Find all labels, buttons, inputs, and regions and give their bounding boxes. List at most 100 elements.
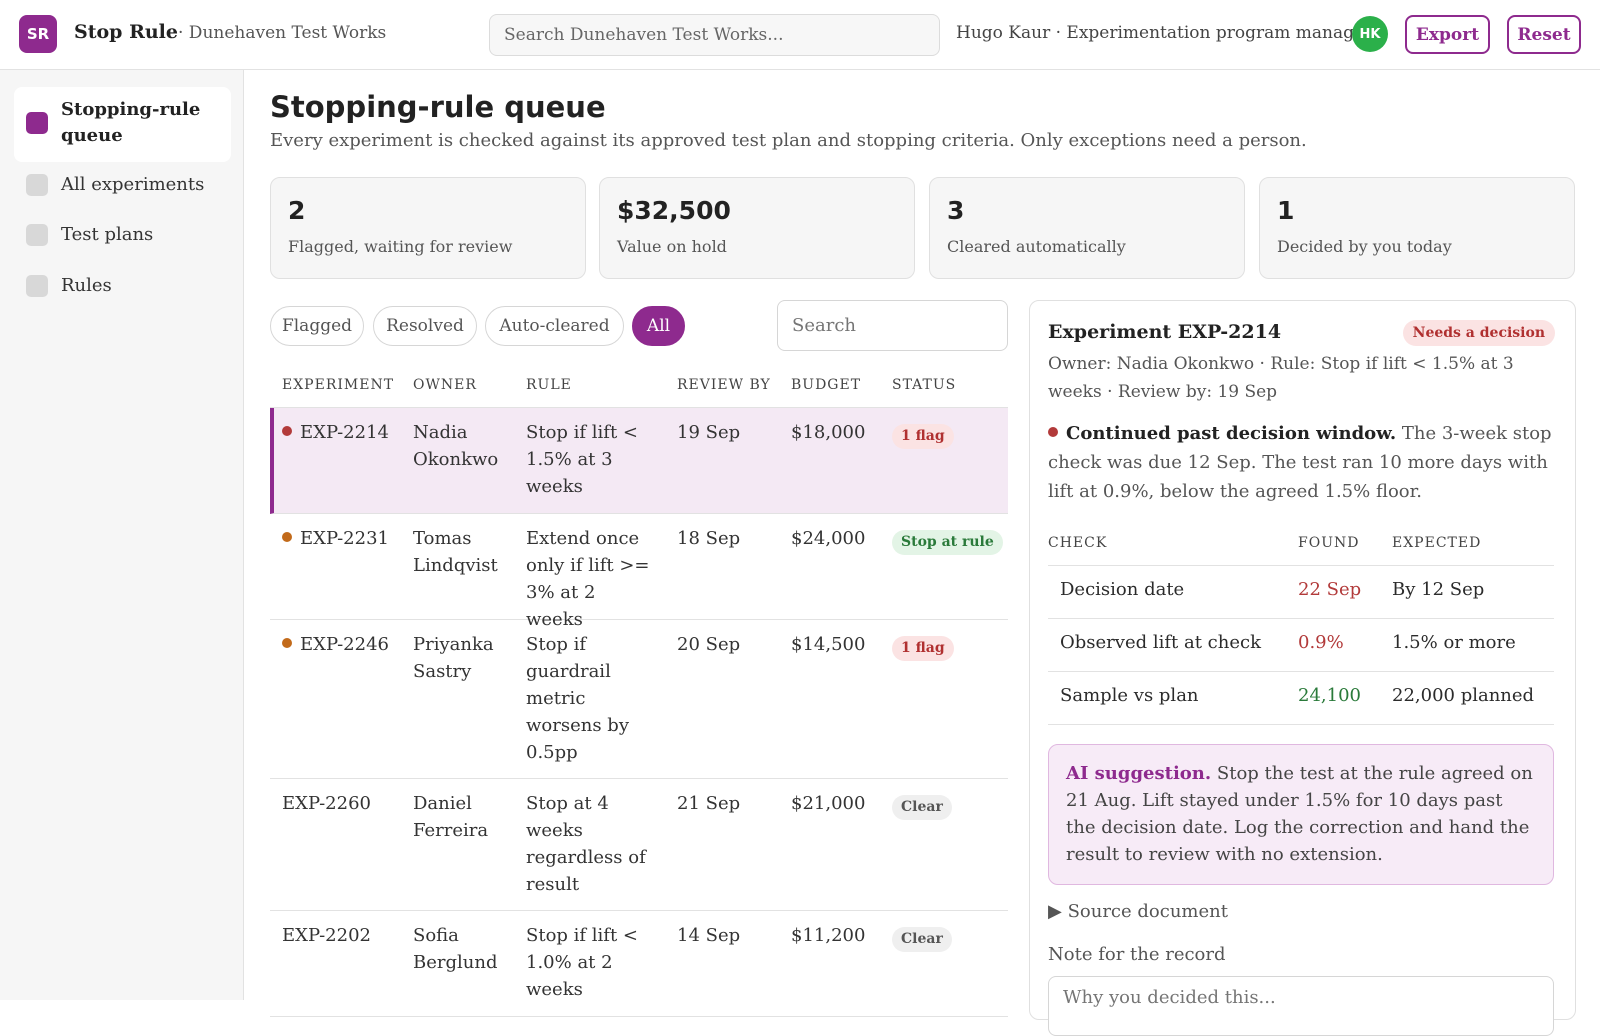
filter-chip-resolved[interactable]: Resolved (373, 306, 477, 346)
check-row: Observed lift at check 0.9% 1.5% or more (1048, 619, 1554, 672)
column-header: BUDGET (791, 377, 862, 393)
list-search-input[interactable] (777, 300, 1008, 351)
status-cell: Stop at rule (892, 527, 1003, 555)
status-badge: 1 flag (892, 424, 954, 449)
review-by: 19 Sep (677, 422, 741, 443)
finding-summary: Continued past decision window. The 3-we… (1048, 419, 1553, 506)
source-document-toggle[interactable]: ▶ Source document (1048, 901, 1228, 922)
stat-label: Flagged, waiting for review (288, 237, 513, 256)
page-subtitle: Every experiment is checked against its … (270, 130, 1307, 151)
column-header: OWNER (413, 377, 477, 393)
experiment-cell: EXP-2260 (282, 790, 407, 817)
ai-suggestion: AI suggestion. Stop the test at the rule… (1048, 744, 1554, 885)
filter-chip-auto-cleared[interactable]: Auto-cleared (485, 306, 624, 346)
rule-text: Stop if lift < 1.5% at 3 weeks (526, 422, 638, 497)
status-cell: Clear (892, 924, 952, 952)
owner-name: Priyanka Sastry (413, 634, 494, 682)
stat-card-flagged: 2 Flagged, waiting for review (270, 177, 586, 279)
review-by: 18 Sep (677, 528, 741, 549)
app-name: Stop Rule (74, 21, 178, 43)
note-field[interactable] (1048, 976, 1554, 1036)
table-row[interactable]: EXP-2231 Tomas Lindqvist Extend once only … (270, 514, 1008, 630)
column-header: FOUND (1298, 535, 1360, 551)
sidebar-item-stopping-rule-queue[interactable]: Stopping-rule queue (14, 87, 231, 162)
sidebar-item-rules[interactable]: Rules (14, 275, 231, 297)
experiment-id: EXP-2214 (300, 422, 389, 443)
detail-title: Experiment EXP-2214 (1048, 321, 1282, 343)
rule-text: Stop if guardrail metric worsens by 0.5p… (526, 634, 629, 763)
column-header: RULE (526, 377, 572, 393)
review-by: 20 Sep (677, 634, 741, 655)
budget-value: $18,000 (791, 422, 866, 443)
detail-meta: Owner: Nadia Okonkwo · Rule: Stop if lif… (1048, 354, 1514, 402)
review-by: 14 Sep (677, 925, 741, 946)
stat-value: 3 (947, 196, 965, 225)
column-header: CHECK (1048, 535, 1108, 551)
table-row[interactable]: EXP-2260 Daniel Ferreira Stop at 4 weeks r… (270, 779, 1008, 911)
status-cell: Clear (892, 792, 952, 820)
finding-title: Continued past decision window. (1066, 423, 1397, 444)
stat-card-value-on-hold: $32,500 Value on hold (599, 177, 915, 279)
stat-card-cleared: 3 Cleared automatically (929, 177, 1245, 279)
filter-chip-flagged[interactable]: Flagged (270, 306, 364, 346)
ai-suggestion-title: AI suggestion. (1066, 763, 1212, 784)
column-header: EXPECTED (1392, 535, 1482, 551)
flag-dot-icon (1048, 427, 1058, 437)
export-button[interactable]: Export (1405, 15, 1490, 54)
column-header: STATUS (892, 377, 957, 393)
check-name: Sample vs plan (1060, 685, 1199, 706)
column-header: REVIEW BY (677, 377, 771, 393)
status-badge: Clear (892, 795, 952, 820)
owner-name: Daniel Ferreira (413, 793, 489, 841)
budget-value: $14,500 (791, 634, 866, 655)
checks-header: CHECK FOUND EXPECTED (1048, 526, 1554, 566)
table-row[interactable]: EXP-2214 Nadia Okonkwo Stop if lift < 1.5%… (270, 408, 1008, 514)
check-name: Observed lift at check (1060, 632, 1261, 653)
experiments-icon (26, 174, 48, 196)
stat-card-decided: 1 Decided by you today (1259, 177, 1575, 279)
status-badge: 1 flag (892, 636, 954, 661)
check-expected: 1.5% or more (1392, 632, 1516, 653)
rule-text: Stop at 4 weeks regardless of result (526, 793, 646, 895)
stat-label: Value on hold (617, 237, 727, 256)
priority-dot-icon (282, 426, 292, 436)
stat-label: Cleared automatically (947, 237, 1126, 256)
rule-text: Extend once only if lift >= 3% at 2 week… (526, 528, 650, 630)
status-cell: 1 flag (892, 421, 954, 449)
sidebar-item-label: All experiments (61, 174, 205, 195)
status-badge: Clear (892, 927, 952, 952)
page-title: Stopping-rule queue (270, 90, 606, 124)
detail-panel: Experiment EXP-2214 Needs a decision Own… (1029, 300, 1576, 1036)
user-info: Hugo Kaur · Experimentation program mana… (956, 23, 1373, 43)
review-by: 21 Sep (677, 793, 741, 814)
check-row: Decision date 22 Sep By 12 Sep (1048, 566, 1554, 619)
table-row[interactable]: EXP-2202 Sofia Berglund Stop if lift < 1.0… (270, 911, 1008, 1017)
filter-chip-all[interactable]: All (632, 306, 685, 346)
sidebar-item-all-experiments[interactable]: All experiments (14, 174, 231, 196)
checks-table: CHECK FOUND EXPECTED Decision date 22 Sep… (1048, 526, 1554, 725)
check-row: Sample vs plan 24,100 22,000 planned (1048, 672, 1554, 725)
column-header: EXPERIMENT (282, 377, 395, 393)
sidebar: Stopping-rule queue All experiments Test… (0, 70, 244, 1000)
check-name: Decision date (1060, 579, 1185, 600)
avatar[interactable]: HK (1352, 16, 1388, 52)
status-badge: Stop at rule (892, 530, 1003, 555)
sidebar-item-test-plans[interactable]: Test plans (14, 224, 231, 246)
ai-suggestion-text: Stop the test at the rule agreed on 21 A… (1066, 763, 1533, 865)
note-label: Note for the record (1048, 944, 1226, 965)
experiment-cell: EXP-2214 (282, 419, 407, 446)
experiment-id: EXP-2202 (282, 925, 371, 946)
sidebar-item-label: Rules (61, 275, 112, 296)
owner-name: Tomas Lindqvist (413, 528, 498, 576)
budget-value: $11,200 (791, 925, 866, 946)
stat-value: $32,500 (617, 196, 731, 225)
test-plans-icon (26, 224, 48, 246)
table-row[interactable]: EXP-2246 Priyanka Sastry Stop if guardrail… (270, 620, 1008, 779)
sidebar-item-label: Stopping-rule queue (61, 99, 201, 146)
global-search-input[interactable]: Search Dunehaven Test Works... (489, 14, 940, 56)
experiment-cell: EXP-2202 (282, 922, 407, 949)
top-bar: SR Stop Rule · Dunehaven Test Works Sear… (0, 0, 1600, 70)
reset-button[interactable]: Reset (1507, 15, 1581, 54)
budget-value: $21,000 (791, 793, 866, 814)
priority-dot-icon (282, 532, 292, 542)
